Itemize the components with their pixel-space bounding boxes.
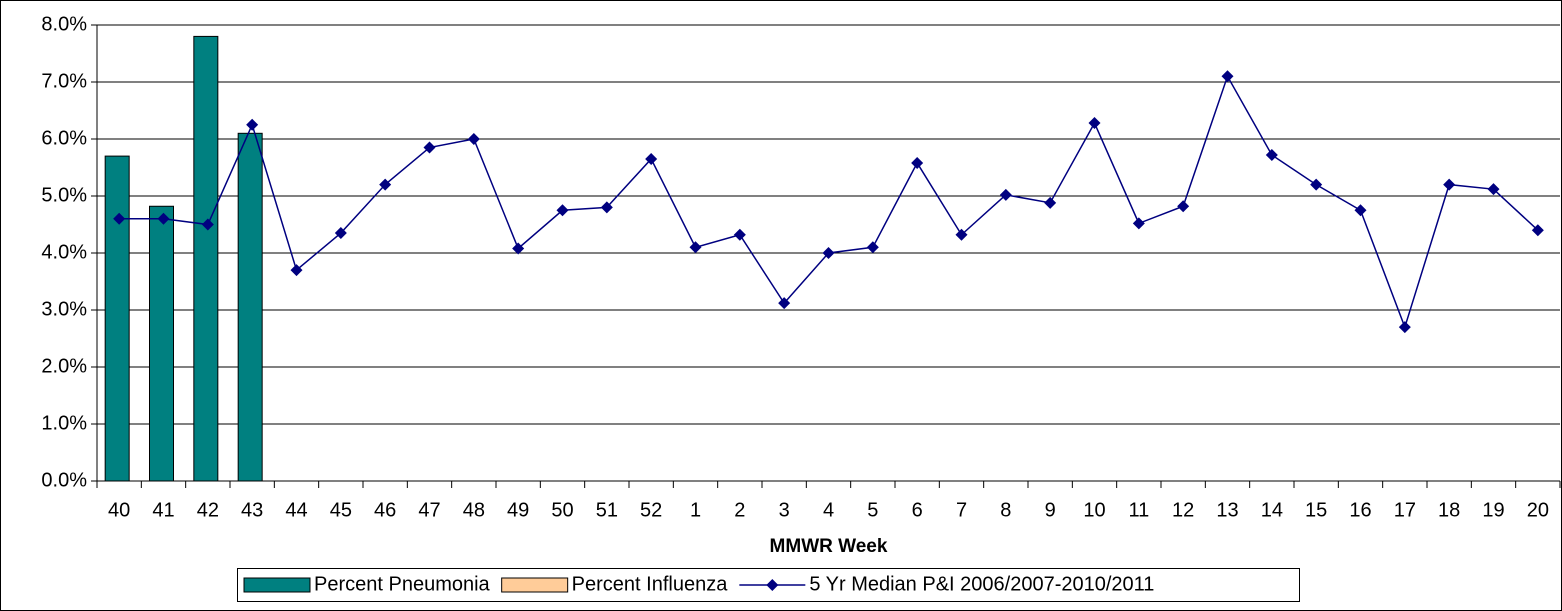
x-tick-label: 51: [596, 499, 618, 521]
x-tick-label: 50: [551, 499, 573, 521]
x-tick-label: 7: [956, 499, 967, 521]
x-tick-label: 16: [1349, 499, 1371, 521]
legend-label: 5 Yr Median P&I 2006/2007-2010/2011: [809, 573, 1154, 595]
x-tick-label: 8: [1000, 499, 1011, 521]
marker: [1443, 178, 1456, 191]
marker: [1088, 117, 1101, 130]
marker: [423, 141, 436, 154]
marker: [379, 178, 392, 191]
x-tick-label: 52: [640, 499, 662, 521]
marker: [290, 264, 303, 277]
marker: [911, 156, 924, 169]
y-tick-label: 1.0%: [41, 412, 87, 434]
marker: [822, 247, 835, 259]
x-tick-label: 48: [463, 499, 485, 521]
bar: [193, 35, 219, 482]
x-tick-label: 11: [1128, 499, 1149, 521]
y-tick-label: 7.0%: [41, 70, 87, 92]
marker: [999, 188, 1012, 201]
legend-swatch: [501, 577, 569, 593]
x-tick-label: 45: [330, 499, 352, 521]
marker: [1132, 217, 1145, 230]
x-tick-label: 10: [1083, 499, 1105, 521]
x-tick-label: 42: [197, 499, 219, 521]
y-tick-label: 5.0%: [41, 184, 87, 206]
x-tick-label: 40: [108, 499, 130, 521]
x-tick-label: 15: [1305, 499, 1327, 521]
x-axis-label: MMWR Week: [770, 536, 888, 557]
marker: [733, 228, 746, 241]
x-tick-label: 18: [1438, 499, 1460, 521]
legend-swatch: [243, 577, 311, 593]
bar: [104, 155, 130, 482]
x-tick-label: 2: [734, 499, 745, 521]
marker: [1221, 70, 1234, 83]
x-tick-label: 14: [1261, 499, 1283, 521]
legend-label: Percent Pneumonia: [314, 573, 491, 595]
bar: [237, 132, 263, 482]
marker: [1398, 321, 1411, 334]
marker: [1310, 178, 1323, 191]
marker: [157, 212, 170, 225]
marker: [600, 201, 613, 214]
marker: [556, 204, 569, 217]
marker: [1531, 224, 1544, 237]
marker: [334, 227, 347, 240]
x-tick-label: 1: [690, 499, 701, 521]
x-tick-label: 43: [241, 499, 263, 521]
x-tick-label: 46: [374, 499, 396, 521]
x-tick-label: 6: [912, 499, 923, 521]
marker: [512, 242, 525, 255]
x-tick-label: 20: [1527, 499, 1549, 521]
legend-label: Percent Influenza: [572, 573, 729, 595]
x-tick-label: 17: [1394, 499, 1416, 521]
x-tick-label: 9: [1045, 499, 1056, 521]
x-tick-label: 47: [418, 499, 440, 521]
y-tick-label: 0.0%: [41, 469, 87, 491]
y-tick-label: 2.0%: [41, 355, 87, 377]
x-tick-label: 41: [152, 499, 174, 521]
x-tick-label: 3: [779, 499, 790, 521]
x-tick-label: 13: [1216, 499, 1238, 521]
x-tick-label: 12: [1172, 499, 1194, 521]
x-tick-label: 5: [867, 499, 878, 521]
marker: [1487, 183, 1500, 196]
y-tick-label: 6.0%: [41, 127, 87, 149]
marker: [1354, 204, 1367, 217]
marker: [1177, 200, 1190, 213]
marker: [645, 152, 658, 165]
marker: [955, 228, 968, 241]
bar: [149, 205, 174, 482]
x-tick-label: 44: [285, 499, 307, 521]
y-tick-label: 3.0%: [41, 298, 87, 320]
marker: [467, 133, 480, 145]
marker: [201, 218, 214, 231]
x-tick-label: 19: [1482, 499, 1504, 521]
y-tick-label: 4.0%: [41, 241, 87, 263]
marker: [778, 297, 791, 310]
marker: [689, 241, 702, 254]
x-tick-label: 4: [823, 499, 834, 521]
marker: [866, 241, 879, 254]
x-tick-label: 49: [507, 499, 529, 521]
marker: [113, 212, 126, 225]
marker: [246, 118, 259, 131]
y-tick-label: 8.0%: [41, 13, 87, 35]
legend-marker: [766, 579, 779, 591]
marker: [1044, 196, 1057, 209]
marker: [1265, 148, 1278, 161]
